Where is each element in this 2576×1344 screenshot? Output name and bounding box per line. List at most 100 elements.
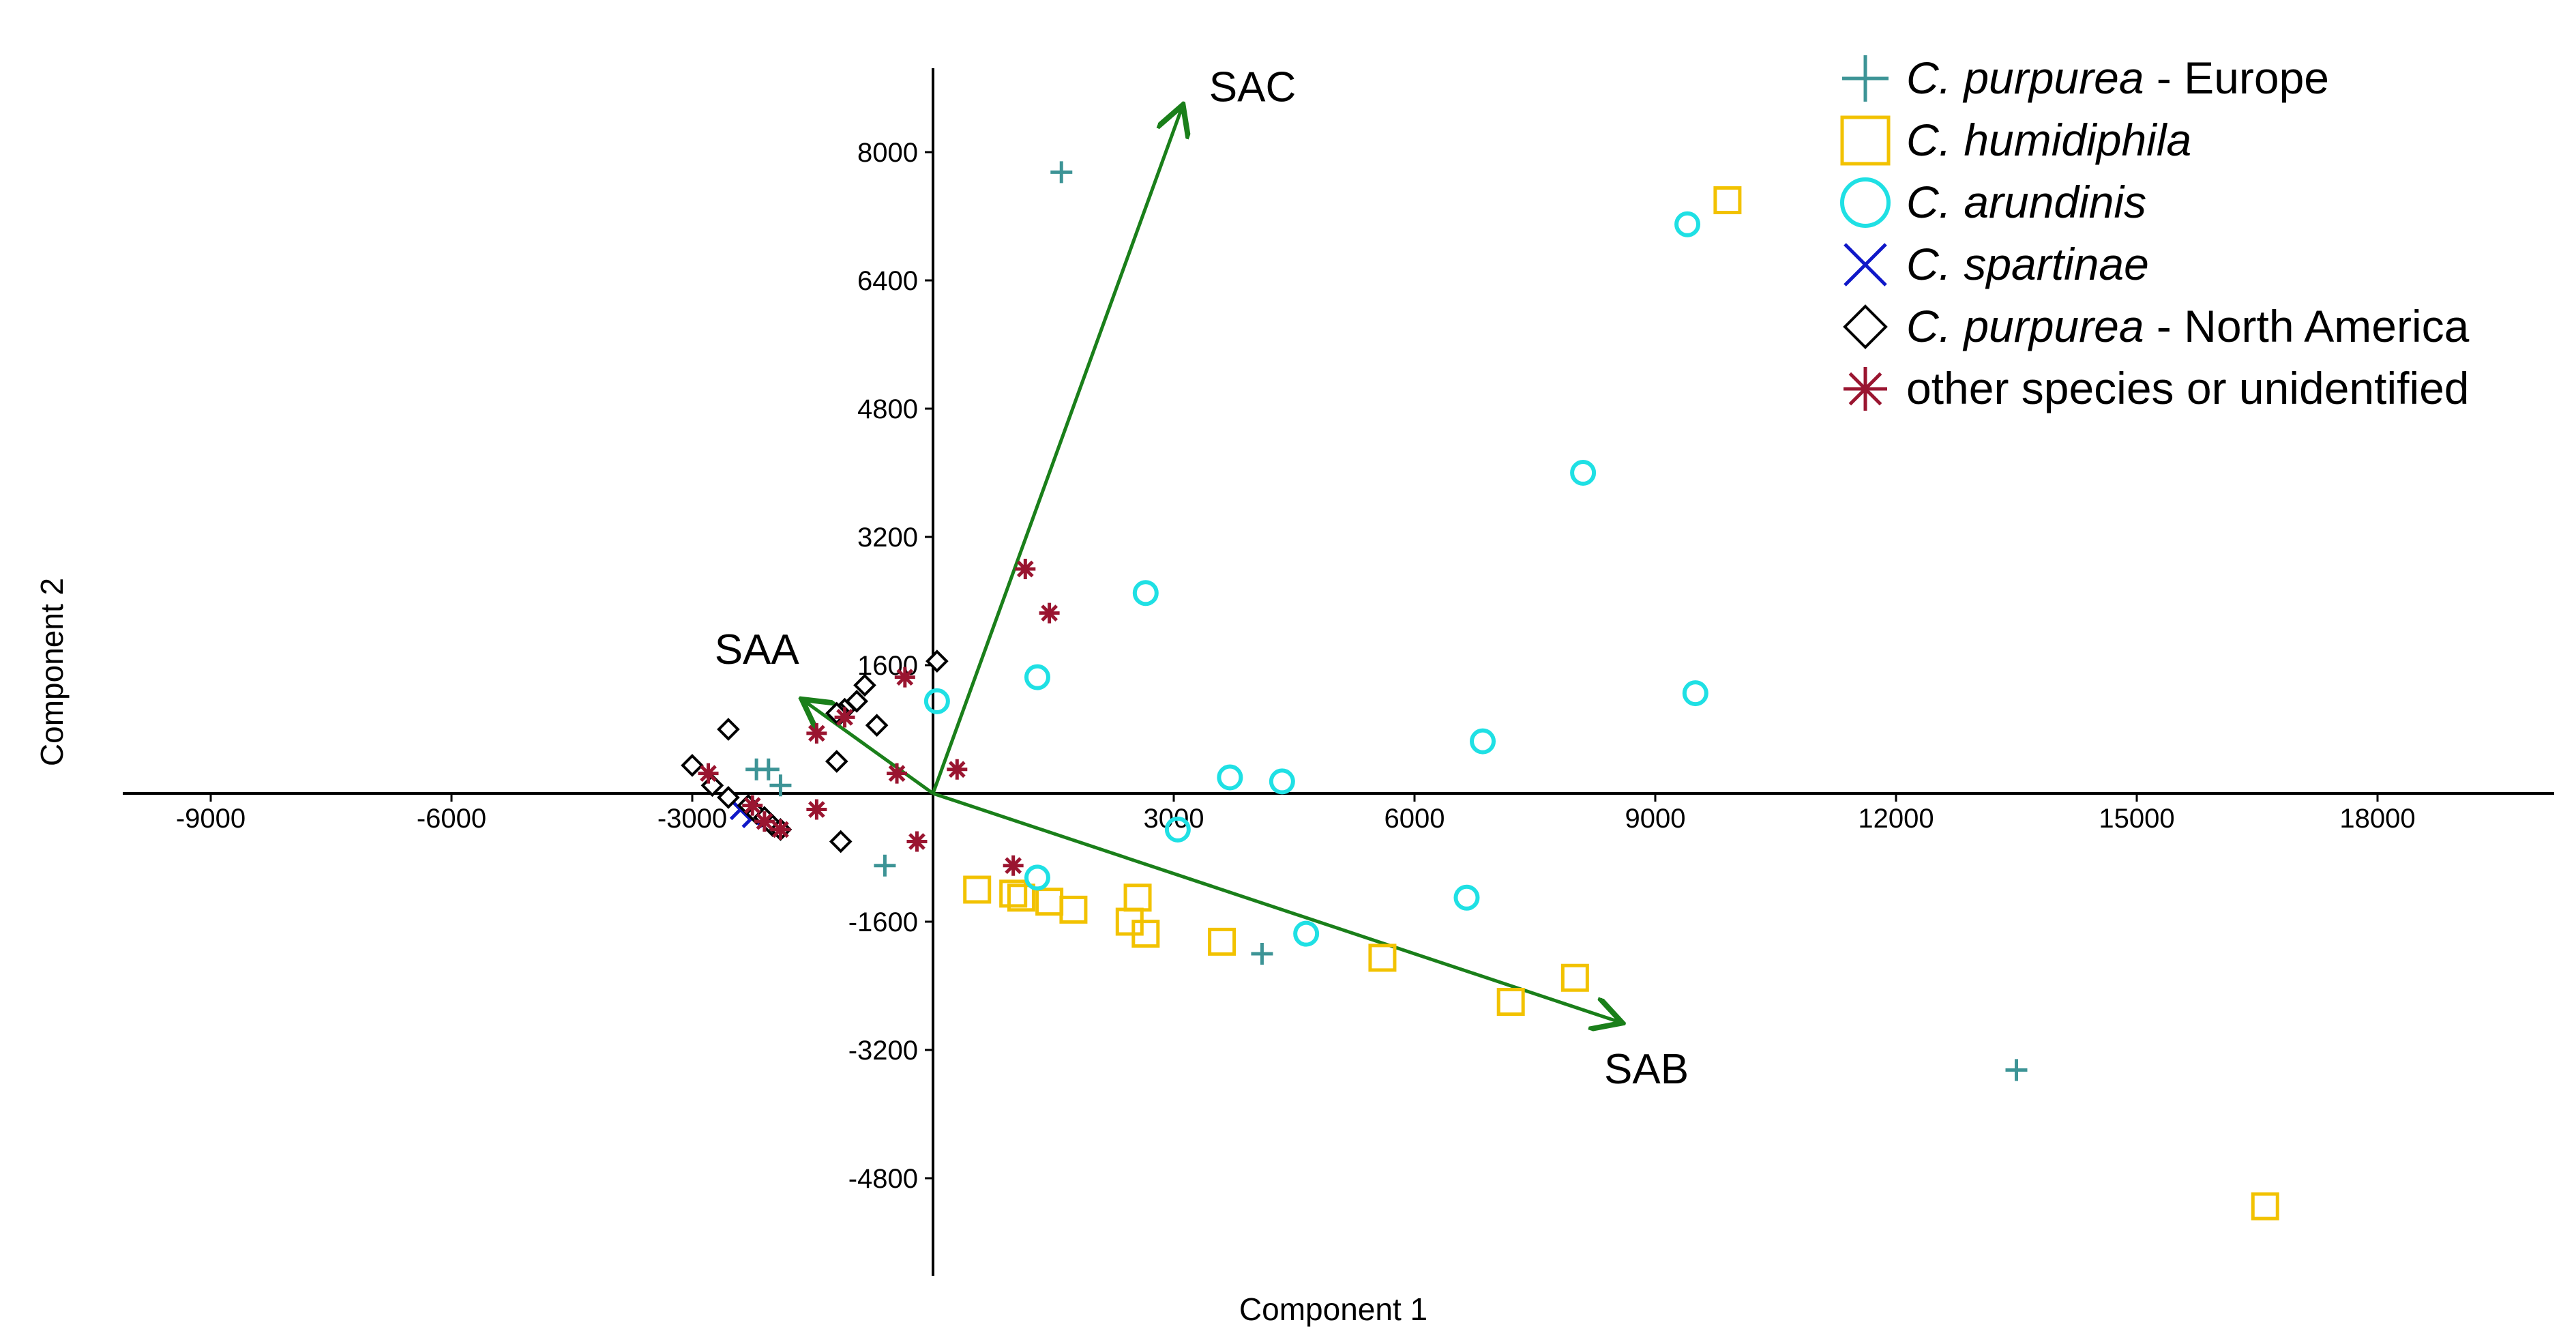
- asterisk-stroke: [1848, 372, 1882, 406]
- legend: C. purpurea - Europe C. humidiphila C. aru…: [1840, 53, 2470, 413]
- asterisk-stroke: [808, 801, 825, 818]
- y-tick-label: 8000: [857, 138, 918, 168]
- square: [2251, 1192, 2279, 1221]
- asterisk-stroke: [888, 765, 906, 782]
- point-diamond: [853, 673, 876, 697]
- square: [1035, 888, 1064, 916]
- point-square: [1007, 883, 1035, 912]
- point-square: [1368, 944, 1397, 972]
- legend-label-italic: C. humidiphila: [1906, 115, 2191, 165]
- legend-item: C. spartinae: [1844, 239, 2149, 289]
- circle: [1164, 816, 1191, 843]
- point-square: [1035, 888, 1064, 916]
- point-asterisk: [834, 707, 855, 728]
- point-plus: [874, 854, 896, 877]
- point-diamond: [829, 830, 853, 853]
- diamond: [825, 750, 848, 773]
- asterisk-stroke: [896, 669, 914, 686]
- square: [1007, 883, 1035, 912]
- series-square: [963, 186, 2279, 1221]
- point-square: [1059, 895, 1088, 924]
- point-circle: [1570, 460, 1597, 486]
- circle: [1024, 664, 1050, 690]
- x-tick-label: -6000: [417, 804, 486, 834]
- legend-label-italic: C. spartinae: [1906, 239, 2149, 289]
- legend-label: C. arundinis: [1906, 177, 2146, 227]
- diamond: [865, 714, 889, 737]
- point-asterisk: [906, 831, 928, 852]
- asterisk-stroke: [1016, 560, 1034, 578]
- legend-marker-circle: [1840, 177, 1891, 228]
- square: [1560, 963, 1589, 992]
- legend-label: other species or unidentified: [1906, 363, 2470, 413]
- point-diamond: [825, 750, 848, 773]
- point-asterisk: [947, 759, 968, 780]
- vector-label-sac: SAC: [1209, 63, 1296, 111]
- point-circle: [1293, 920, 1320, 947]
- point-asterisk: [754, 811, 775, 832]
- vector-label-saa: SAA: [715, 626, 800, 673]
- point-circle: [1453, 884, 1480, 911]
- y-tick-label: 3200: [857, 523, 918, 553]
- x-axis-title: Component 1: [1239, 1291, 1427, 1327]
- point-asterisk: [698, 763, 719, 784]
- diamond: [717, 718, 740, 741]
- square: [1123, 883, 1152, 912]
- y-tick-label: -4800: [848, 1164, 918, 1194]
- asterisk-stroke: [700, 765, 717, 782]
- asterisk-stroke: [808, 725, 825, 742]
- y-tick-label: -3200: [848, 1036, 918, 1066]
- data-points: [681, 161, 2279, 1221]
- point-asterisk: [1003, 855, 1024, 876]
- legend-label-italic: C. purpurea: [1906, 301, 2144, 351]
- asterisk-stroke: [772, 821, 789, 838]
- square: [1713, 186, 1742, 214]
- circle: [1024, 864, 1050, 891]
- asterisk-stroke: [836, 709, 853, 726]
- diamond: [829, 830, 853, 853]
- point-circle: [1470, 728, 1496, 755]
- y-axis-title: Component 2: [34, 578, 70, 766]
- diamond: [1843, 304, 1888, 349]
- square: [963, 875, 992, 904]
- vector-sac: [931, 108, 1182, 794]
- legend-marker-square: [1840, 115, 1891, 166]
- asterisk-stroke: [1005, 857, 1022, 875]
- point-circle: [1269, 768, 1295, 795]
- x-tick-label: 15000: [2099, 804, 2174, 834]
- point-circle: [923, 688, 950, 714]
- point-plus: [769, 774, 792, 797]
- circle: [1217, 764, 1243, 791]
- vector-label-sab: SAB: [1604, 1046, 1689, 1093]
- point-square: [1208, 927, 1237, 956]
- asterisk-stroke: [908, 833, 926, 850]
- y-tick-label: 4800: [857, 394, 918, 424]
- series-plus: [745, 161, 2028, 1081]
- point-asterisk: [806, 799, 827, 820]
- point-asterisk: [894, 667, 915, 688]
- circle: [1453, 884, 1480, 911]
- legend-marker-x: [1844, 243, 1887, 287]
- legend-label-plain: other species or unidentified: [1906, 363, 2470, 413]
- y-tick-label: 6400: [857, 266, 918, 296]
- circle: [1682, 680, 1708, 707]
- square: [1840, 115, 1891, 166]
- x-tick-label: -3000: [657, 804, 727, 834]
- point-circle: [1024, 664, 1050, 690]
- point-circle: [1024, 864, 1050, 891]
- point-diamond: [926, 649, 949, 673]
- square: [1059, 895, 1088, 924]
- diamond: [717, 786, 740, 809]
- circle: [1840, 177, 1891, 228]
- series-asterisk: [698, 559, 1060, 876]
- legend-label: C. purpurea - Europe: [1906, 53, 2329, 103]
- point-square: [1713, 186, 1742, 214]
- asterisk-stroke: [743, 797, 761, 814]
- vector-saa: [805, 701, 934, 795]
- legend-item: C. humidiphila: [1840, 115, 2191, 166]
- point-diamond: [717, 718, 740, 741]
- x-b: [1844, 243, 1887, 287]
- x-tick-label: 9000: [1625, 804, 1686, 834]
- series-circle: [923, 211, 1708, 947]
